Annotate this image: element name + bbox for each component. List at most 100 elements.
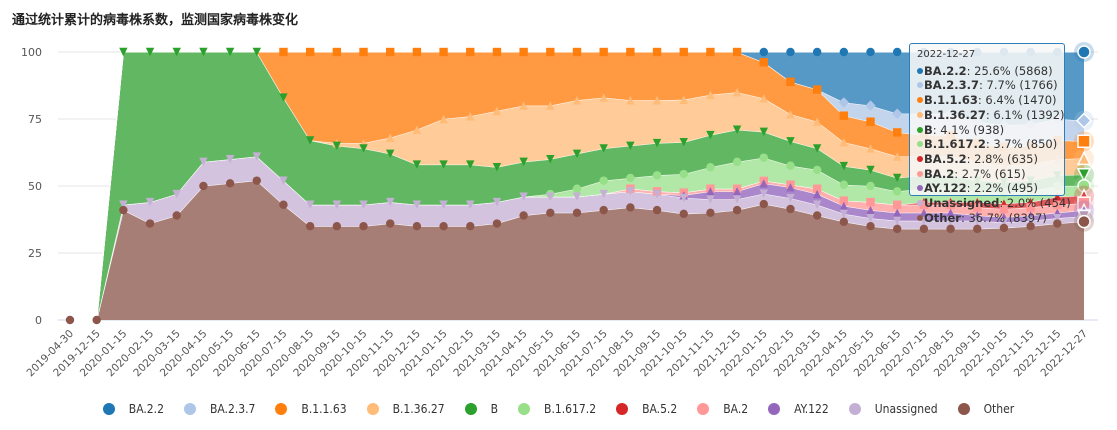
marker-other[interactable] — [599, 205, 608, 215]
marker-b-1-36-27[interactable] — [386, 133, 395, 142]
marker-b-1-1-63[interactable] — [759, 58, 768, 67]
marker-b-1-617-2[interactable] — [759, 153, 768, 162]
marker-other[interactable] — [706, 208, 715, 217]
marker-b[interactable] — [786, 137, 795, 146]
marker-b-1-1-63[interactable] — [732, 47, 742, 57]
marker-b[interactable] — [119, 47, 128, 57]
marker-b-1-36-27[interactable] — [626, 96, 635, 105]
marker-ba-2[interactable] — [893, 200, 902, 209]
marker-ba-2[interactable] — [812, 184, 822, 193]
marker-other[interactable] — [466, 222, 475, 231]
marker-b[interactable] — [439, 160, 448, 169]
marker-unassigned[interactable] — [1053, 213, 1062, 223]
marker-b-1-1-63[interactable] — [359, 47, 368, 57]
marker-other[interactable] — [145, 219, 155, 228]
marker-b-1-617-2[interactable] — [893, 187, 902, 196]
marker-unassigned[interactable] — [386, 197, 395, 207]
marker-b[interactable] — [172, 47, 181, 57]
marker-ay-122[interactable] — [866, 205, 875, 215]
marker-unassigned[interactable] — [626, 187, 635, 196]
marker-b[interactable] — [1076, 167, 1092, 183]
marker-b-1-1-63[interactable] — [305, 47, 315, 57]
legend-item-other[interactable]: Other — [957, 402, 1014, 416]
marker-other[interactable] — [412, 222, 422, 231]
marker-b-1-617-2[interactable] — [786, 161, 795, 170]
marker-b[interactable] — [252, 47, 261, 57]
marker-ba-2[interactable] — [999, 204, 1009, 214]
marker-b-1-36-27[interactable] — [546, 101, 555, 110]
marker-b-1-1-63[interactable] — [386, 47, 395, 57]
marker-ba-2[interactable] — [1053, 200, 1062, 209]
marker-unassigned[interactable] — [893, 216, 902, 226]
marker-b[interactable] — [225, 47, 235, 57]
marker-ay-122[interactable] — [839, 201, 849, 211]
marker-b-1-36-27[interactable] — [652, 96, 662, 105]
marker-unassigned[interactable] — [359, 200, 368, 209]
marker-other[interactable] — [572, 208, 582, 217]
marker-b-1-36-27[interactable] — [679, 95, 688, 104]
marker-unassigned[interactable] — [225, 155, 235, 164]
marker-b-1-36-27[interactable] — [599, 93, 608, 102]
marker-b-1-36-27[interactable] — [519, 101, 528, 110]
marker-b[interactable] — [652, 138, 662, 148]
marker-other[interactable] — [119, 205, 128, 215]
legend-item-ba-2[interactable]: BA.2 — [697, 402, 748, 416]
legend-item-b-1-1-63[interactable]: B.1.1.63 — [275, 402, 347, 416]
marker-other[interactable] — [386, 219, 395, 228]
marker-b-1-1-63[interactable] — [279, 47, 288, 57]
marker-b[interactable] — [679, 138, 688, 147]
marker-b[interactable] — [332, 141, 342, 150]
marker-other[interactable] — [519, 211, 528, 220]
marker-b-1-36-27[interactable] — [1076, 150, 1092, 166]
marker-b[interactable] — [412, 160, 422, 169]
marker-other[interactable] — [812, 211, 822, 220]
marker-b[interactable] — [839, 161, 849, 171]
marker-b[interactable] — [386, 149, 395, 159]
marker-unassigned[interactable] — [946, 216, 955, 226]
marker-b-1-1-63[interactable] — [812, 85, 822, 94]
legend-item-ba-2-3-7[interactable]: BA.2.3.7 — [183, 402, 255, 416]
marker-b-1-617-2[interactable] — [732, 157, 742, 167]
marker-b-1-617-2[interactable] — [706, 163, 715, 172]
marker-other[interactable] — [65, 315, 75, 325]
marker-other[interactable] — [305, 222, 315, 231]
marker-b-1-1-63[interactable] — [546, 47, 555, 57]
marker-b-1-617-2[interactable] — [839, 180, 849, 189]
marker-unassigned[interactable] — [706, 195, 715, 204]
marker-b-1-1-63[interactable] — [706, 47, 715, 57]
marker-unassigned[interactable] — [466, 200, 475, 209]
marker-b-1-1-63[interactable] — [466, 47, 475, 57]
marker-other[interactable] — [999, 223, 1009, 233]
marker-unassigned[interactable] — [732, 195, 742, 204]
marker-other[interactable] — [332, 222, 342, 231]
marker-b-1-617-2[interactable] — [812, 165, 822, 175]
marker-ba-2-2[interactable] — [1077, 45, 1091, 59]
marker-other[interactable] — [359, 222, 368, 231]
marker-unassigned[interactable] — [279, 176, 288, 185]
marker-ay-122[interactable] — [786, 183, 795, 192]
marker-other[interactable] — [786, 204, 795, 214]
marker-b-1-1-63[interactable] — [866, 117, 875, 126]
marker-b[interactable] — [893, 173, 902, 183]
marker-other[interactable] — [492, 219, 502, 228]
marker-unassigned[interactable] — [332, 200, 342, 209]
marker-unassigned[interactable] — [999, 218, 1009, 227]
marker-other[interactable] — [626, 203, 635, 212]
marker-b-1-36-27[interactable] — [572, 96, 582, 105]
marker-ba-2-3-7[interactable] — [892, 108, 903, 119]
marker-b-1-617-2[interactable] — [679, 169, 688, 179]
marker-unassigned[interactable] — [839, 209, 849, 219]
marker-ba-2[interactable] — [866, 197, 875, 207]
marker-unassigned[interactable] — [172, 189, 181, 199]
marker-b-1-617-2[interactable] — [599, 176, 608, 185]
legend-item-b[interactable]: B — [464, 402, 498, 416]
marker-b-1-1-63[interactable] — [786, 77, 795, 86]
marker-ba-2-3-7[interactable] — [838, 97, 850, 108]
marker-ay-122[interactable] — [812, 189, 822, 199]
marker-unassigned[interactable] — [252, 152, 261, 161]
marker-ba-5-2[interactable] — [1053, 192, 1062, 201]
marker-b-1-36-27[interactable] — [759, 94, 768, 103]
marker-ba-2-2[interactable] — [786, 47, 795, 57]
marker-b-1-36-27[interactable] — [466, 112, 475, 121]
marker-other[interactable] — [92, 315, 101, 325]
